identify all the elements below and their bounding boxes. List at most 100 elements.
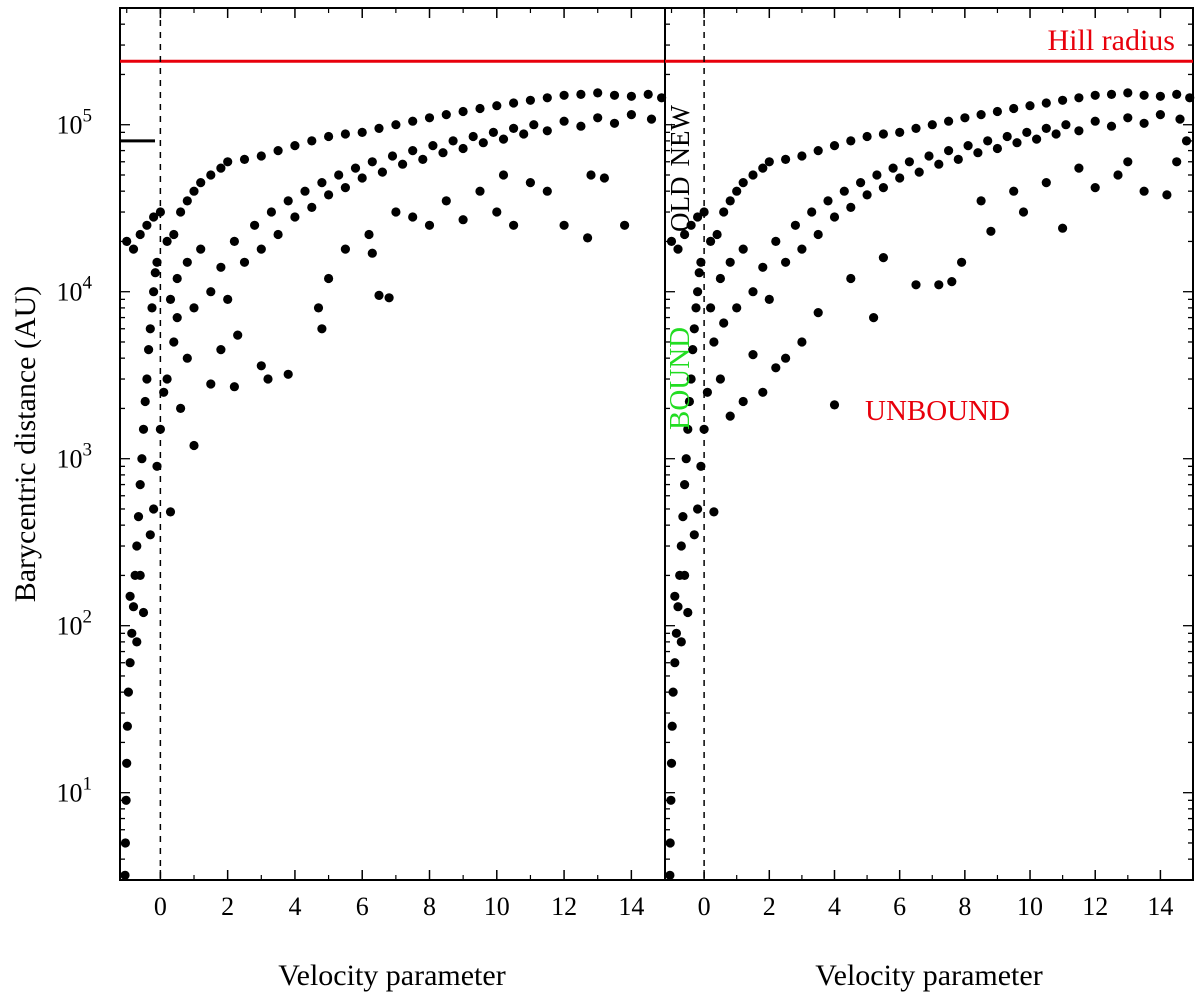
right-data-point bbox=[771, 236, 781, 246]
left-data-point bbox=[223, 294, 233, 304]
left-data-point bbox=[468, 131, 478, 142]
right-data-point bbox=[683, 424, 693, 434]
right-data-point bbox=[1172, 89, 1182, 99]
right-data-point bbox=[856, 178, 866, 188]
left-data-point bbox=[620, 220, 630, 230]
left-data-point bbox=[250, 220, 260, 230]
left-data-point bbox=[317, 324, 327, 334]
right-data-point bbox=[715, 273, 726, 284]
right-data-point bbox=[673, 602, 683, 612]
right-data-point bbox=[781, 353, 791, 363]
right-data-point bbox=[1018, 207, 1029, 217]
right-data-point bbox=[668, 687, 678, 697]
right-data-point bbox=[694, 268, 704, 278]
right-data-point bbox=[738, 178, 748, 188]
left-data-point bbox=[626, 91, 637, 101]
left-data-point bbox=[340, 244, 350, 254]
left-data-point bbox=[657, 93, 667, 103]
left-data-point bbox=[599, 173, 610, 183]
right-data-point bbox=[1009, 103, 1019, 114]
left-points-layer bbox=[120, 88, 667, 880]
left-data-point bbox=[559, 220, 569, 230]
right-data-point bbox=[693, 212, 703, 222]
right-data-point bbox=[732, 186, 742, 196]
right-data-point bbox=[1041, 178, 1051, 188]
right-data-point bbox=[1139, 90, 1149, 100]
right-data-point bbox=[1185, 93, 1195, 103]
right-data-point bbox=[699, 424, 709, 434]
left-data-point bbox=[357, 173, 367, 183]
right-data-point bbox=[823, 196, 833, 206]
left-data-point bbox=[508, 98, 519, 108]
left-data-point bbox=[488, 127, 498, 137]
left-data-point bbox=[340, 129, 350, 139]
left-data-point bbox=[626, 110, 637, 120]
left-data-point bbox=[150, 268, 160, 278]
right-data-point bbox=[911, 280, 921, 290]
left-data-point bbox=[542, 93, 552, 103]
right-data-point bbox=[781, 154, 791, 164]
left-data-point bbox=[162, 374, 172, 384]
left-data-point bbox=[478, 138, 488, 148]
right-data-point bbox=[691, 303, 701, 313]
left-data-point bbox=[122, 236, 132, 246]
left-data-point bbox=[418, 154, 428, 164]
new-label: NEW bbox=[665, 104, 695, 166]
right-data-point bbox=[706, 236, 716, 246]
left-data-point bbox=[387, 151, 398, 161]
left-data-point bbox=[609, 118, 620, 128]
right-data-point bbox=[957, 257, 967, 267]
left-data-point bbox=[121, 795, 131, 805]
left-data-point bbox=[135, 570, 145, 581]
right-data-point bbox=[1162, 190, 1172, 200]
left-data-point bbox=[189, 440, 199, 451]
left-data-point bbox=[438, 148, 448, 158]
left-data-point bbox=[216, 163, 226, 173]
left-data-point bbox=[273, 229, 283, 240]
left-data-point bbox=[408, 146, 418, 156]
left-data-point bbox=[189, 186, 199, 196]
left-x-tick-label: 12 bbox=[551, 892, 577, 921]
right-data-point bbox=[689, 530, 699, 540]
left-data-point bbox=[441, 110, 451, 120]
right-data-point bbox=[725, 196, 735, 206]
left-data-point bbox=[206, 287, 216, 297]
right-data-point bbox=[878, 183, 889, 193]
left-data-point bbox=[424, 113, 435, 123]
left-x-tick-label: 6 bbox=[356, 892, 369, 921]
right-x-tick-label: 6 bbox=[893, 892, 906, 921]
left-data-point bbox=[189, 303, 199, 313]
right-data-point bbox=[696, 461, 706, 471]
left-data-point bbox=[145, 530, 155, 540]
right-data-point bbox=[895, 127, 905, 137]
right-data-point bbox=[1074, 163, 1084, 173]
left-data-point bbox=[169, 229, 179, 240]
right-data-point bbox=[888, 163, 898, 173]
left-data-point bbox=[172, 273, 182, 284]
right-data-point bbox=[878, 253, 889, 263]
left-data-point bbox=[364, 229, 374, 240]
left-data-point bbox=[128, 602, 139, 612]
right-data-point bbox=[1175, 114, 1185, 124]
unbound-label: UNBOUND bbox=[865, 395, 1010, 427]
right-data-point bbox=[846, 202, 856, 212]
left-data-point bbox=[165, 294, 176, 304]
right-x-tick-label: 12 bbox=[1082, 892, 1108, 921]
left-plot-frame bbox=[119, 7, 666, 881]
right-data-point bbox=[797, 337, 807, 347]
left-data-point bbox=[324, 190, 334, 200]
y-tick-label: 102 bbox=[57, 607, 93, 641]
right-data-point bbox=[758, 163, 768, 173]
right-data-point bbox=[709, 507, 719, 517]
left-data-point bbox=[357, 127, 367, 137]
right-data-point bbox=[953, 154, 963, 164]
right-data-point bbox=[1090, 90, 1100, 100]
left-data-point bbox=[646, 114, 657, 124]
left-data-point bbox=[122, 758, 132, 768]
left-data-point bbox=[135, 229, 145, 240]
right-data-point bbox=[748, 287, 758, 297]
left-data-point bbox=[283, 196, 293, 206]
right-data-point bbox=[702, 387, 713, 397]
right-data-point bbox=[992, 106, 1003, 117]
